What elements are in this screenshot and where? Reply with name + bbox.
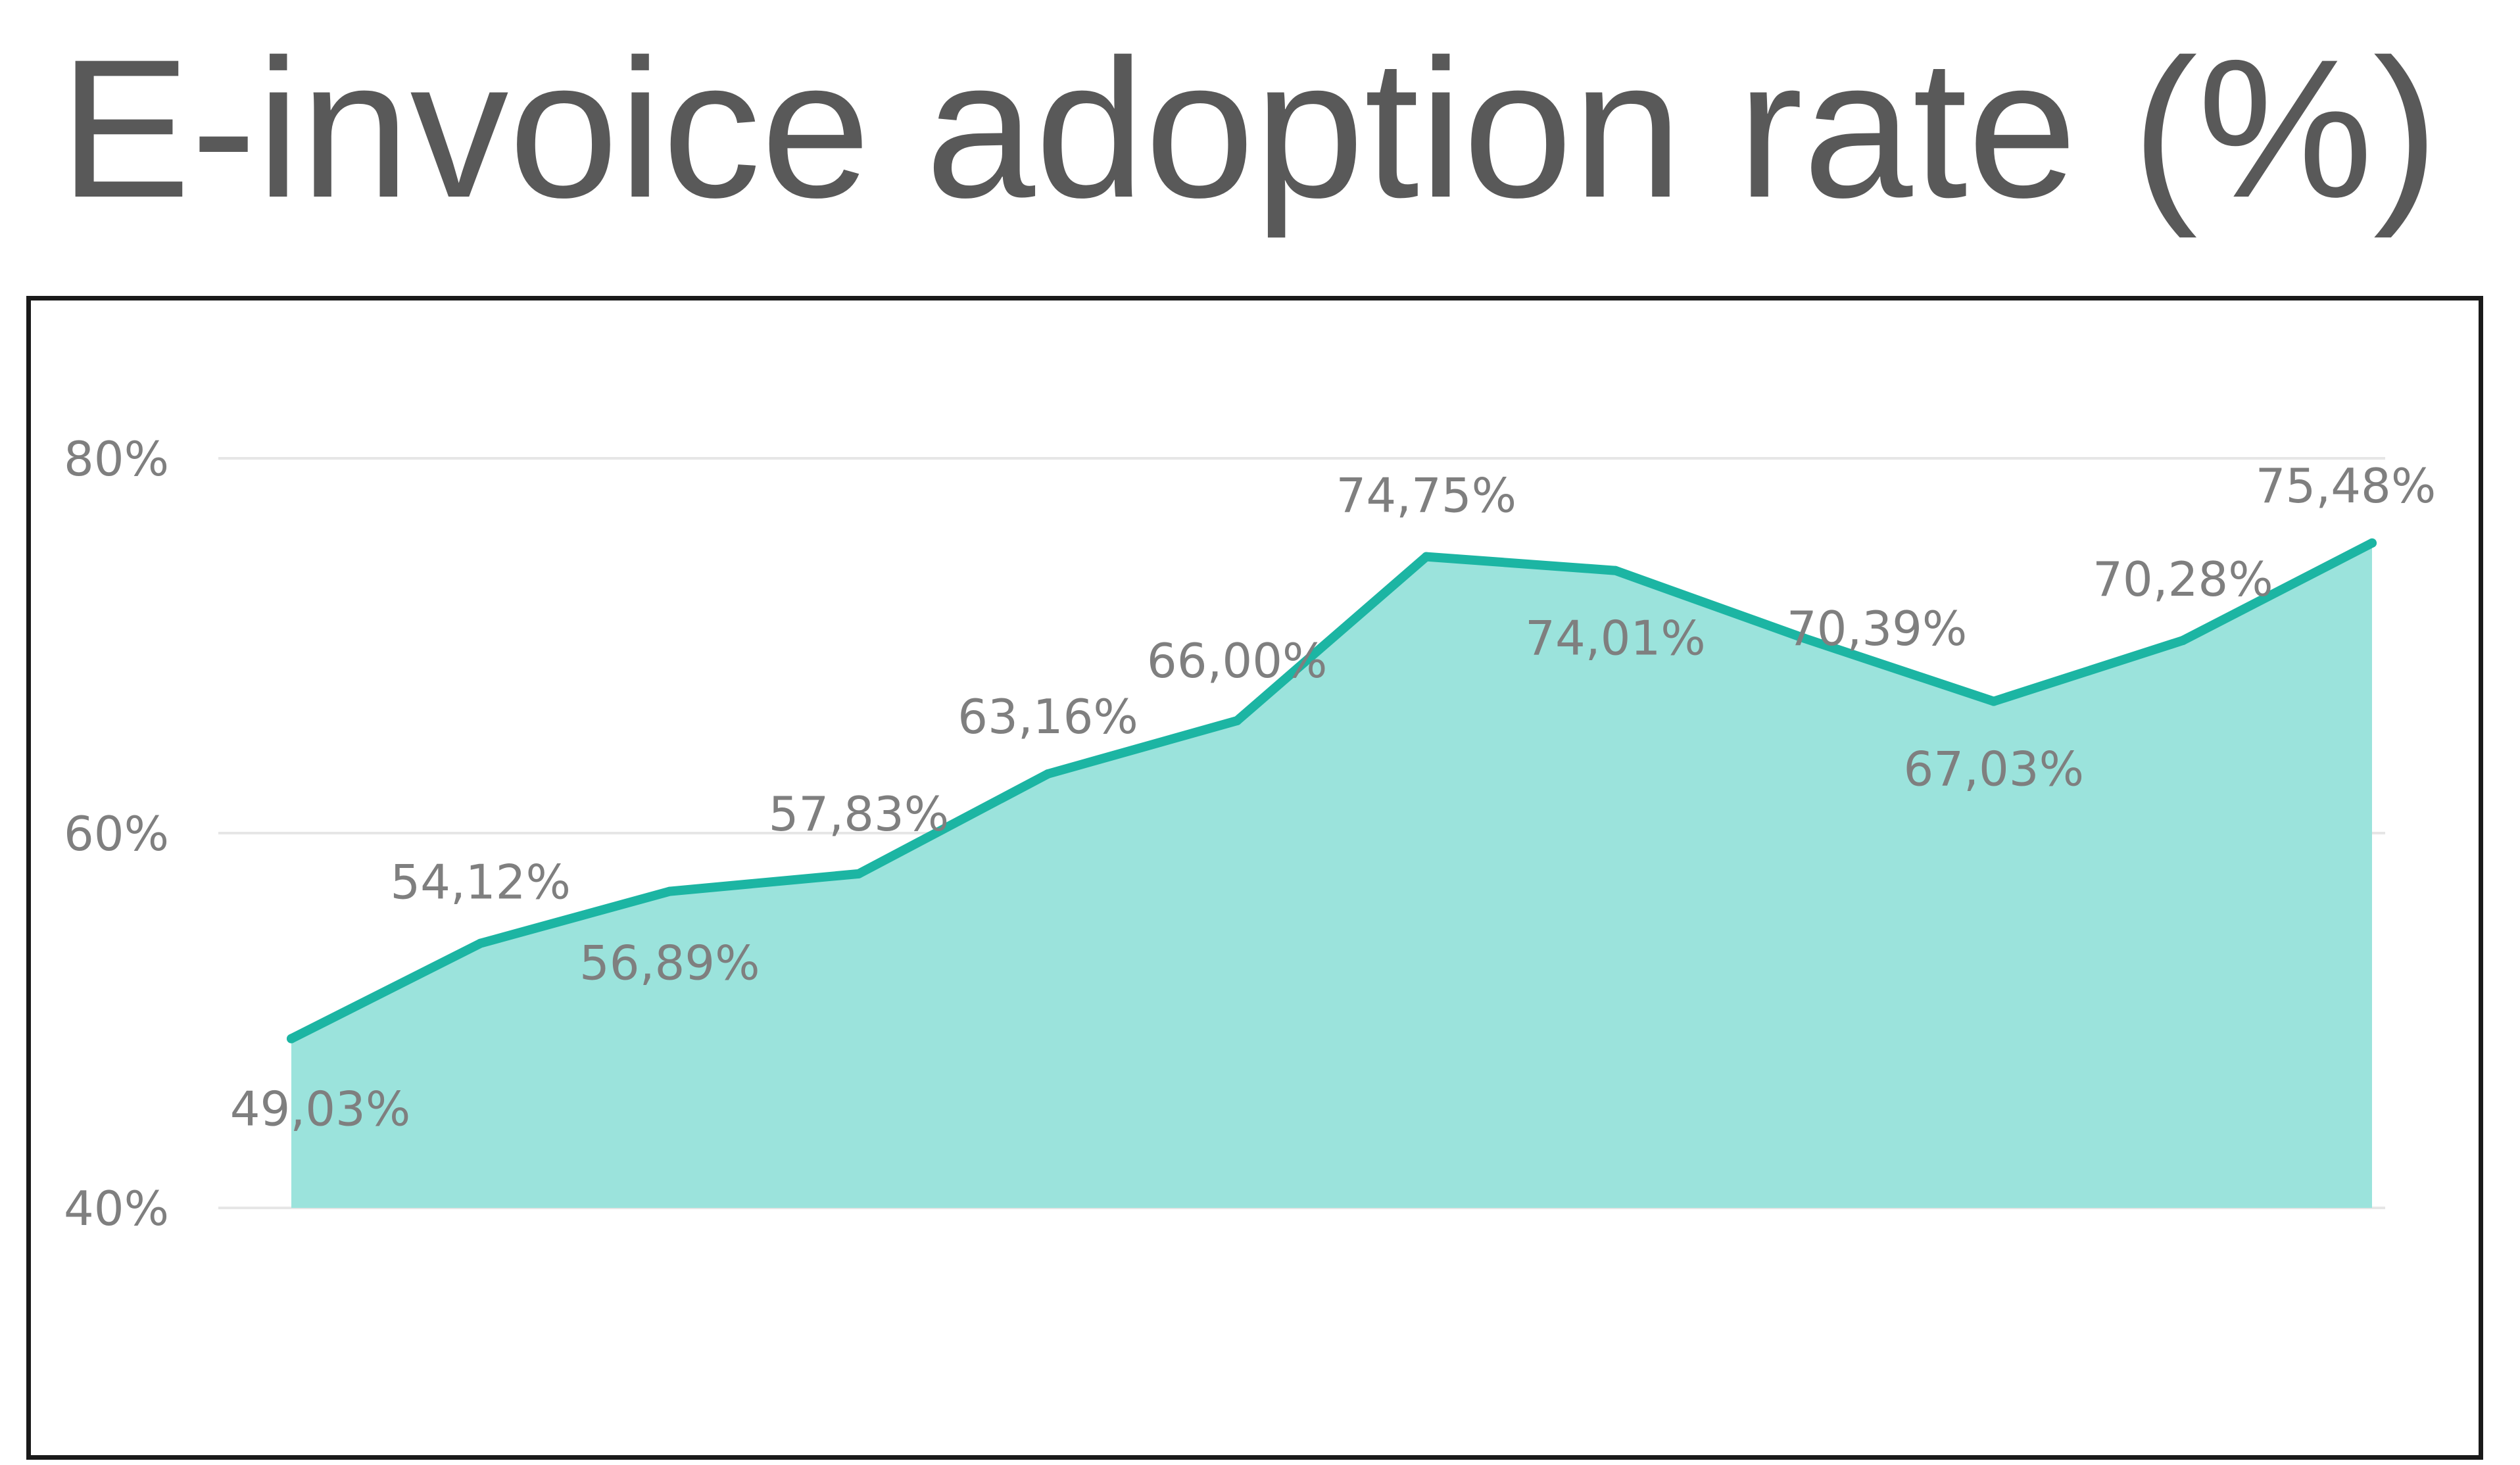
- data-label-12: 75,48%: [2256, 458, 2436, 514]
- area-layer: [287, 538, 2377, 1208]
- data-label-7: 74,75%: [1336, 468, 1517, 523]
- data-point-5: [1043, 769, 1053, 779]
- data-label-3: 56,89%: [579, 936, 760, 991]
- data-label-6: 66,00%: [1147, 633, 1328, 688]
- data-label-4: 57,83%: [769, 786, 950, 842]
- data-point-9: [1800, 633, 1810, 643]
- data-label-10: 67,03%: [1903, 742, 2084, 797]
- data-label-5: 63,16%: [957, 689, 1138, 744]
- chart-title: E-invoice adoption rate (%): [59, 18, 2439, 239]
- series-area-fill: [291, 542, 2372, 1208]
- data-point-12: [2367, 538, 2377, 548]
- y-axis: 40% 60% 80%: [64, 431, 169, 1236]
- data-labels: 49,03% 54,12%56,89% 57,83%63,16%66,00% 74,7…: [230, 458, 2436, 1137]
- data-label-2: 54,12%: [390, 855, 571, 910]
- data-label-8: 74,01%: [1525, 611, 1706, 666]
- data-label-11: 70,28%: [2093, 552, 2273, 607]
- y-tick-label-40: 40%: [64, 1181, 169, 1236]
- data-point-4: [854, 869, 863, 878]
- data-point-1: [287, 1034, 296, 1044]
- data-point-10: [1989, 696, 1999, 706]
- data-point-11: [2178, 636, 2188, 646]
- data-label-9: 70,39%: [1787, 601, 1968, 656]
- y-tick-label-60: 60%: [64, 806, 169, 861]
- data-point-3: [665, 886, 675, 896]
- data-point-6: [1232, 716, 1242, 725]
- data-label-1: 49,03%: [230, 1082, 411, 1137]
- series-line: [287, 538, 2377, 1044]
- data-point-2: [475, 938, 485, 948]
- area-chart: 40% 60% 80% 49,03% 54,12%56,89% 57,83%63,16%…: [64, 431, 2436, 1236]
- data-point-7: [1421, 552, 1431, 562]
- chart-frame: 40% 60% 80% 49,03% 54,12% 56,89% 57,83% 63,16%…: [26, 296, 2483, 1460]
- data-point-8: [1611, 565, 1620, 575]
- y-tick-label-80: 80%: [64, 431, 169, 487]
